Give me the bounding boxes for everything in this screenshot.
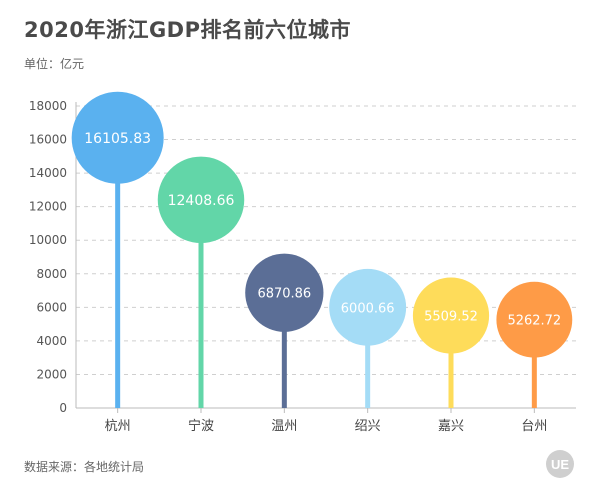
value-label: 6000.66 <box>341 301 395 316</box>
bubble-5 <box>412 277 490 354</box>
y-tick-label: 12000 <box>29 200 67 214</box>
value-label: 5509.52 <box>424 310 478 325</box>
data-source: 数据来源：各地统计局 <box>24 460 145 474</box>
svg-text:UE: UE <box>551 457 569 472</box>
unit-label: 单位：亿元 <box>24 57 85 71</box>
value-label: 6870.86 <box>257 287 311 302</box>
y-tick-label: 18000 <box>29 99 67 113</box>
y-tick-label: 10000 <box>29 233 67 247</box>
data-marks: 16105.83 12408.66 6870.86 6000.66 5509.52 526… <box>71 91 573 408</box>
axes: 0 2000 4000 6000 8000 10000 12000 14000 16000 180… <box>29 99 576 434</box>
bubble-4 <box>329 268 407 346</box>
x-tick-label: 杭州 <box>105 419 131 434</box>
y-tick-label: 14000 <box>29 166 67 180</box>
x-tick-label: 嘉兴 <box>438 419 464 434</box>
stem-6 <box>531 319 537 408</box>
stem-4 <box>365 307 371 408</box>
bubble-2 <box>157 156 245 244</box>
y-tick-label: 0 <box>59 401 67 415</box>
y-tick-label: 4000 <box>36 334 67 348</box>
bubble-6 <box>496 281 573 358</box>
stem-3 <box>281 292 287 408</box>
stem-5 <box>448 315 454 408</box>
bubble-1 <box>71 91 164 184</box>
x-tick-label: 温州 <box>271 419 297 434</box>
value-label: 5262.72 <box>507 314 561 329</box>
stem-1 <box>115 137 121 408</box>
y-tick-label: 2000 <box>36 367 67 381</box>
ue-logo-icon: UE <box>546 450 574 478</box>
bubble-3 <box>245 253 324 332</box>
y-tick-label: 8000 <box>36 267 67 281</box>
chart-title: 2020年浙江GDP排名前六位城市 <box>24 18 352 42</box>
y-tick-label: 6000 <box>36 300 67 314</box>
value-label: 12408.66 <box>168 193 235 209</box>
y-tick-label: 16000 <box>29 133 67 147</box>
stem-2 <box>198 199 204 408</box>
value-label: 16105.83 <box>84 131 151 147</box>
x-tick-label: 台州 <box>521 419 547 434</box>
x-tick-label: 宁波 <box>188 418 214 434</box>
x-tick-label: 绍兴 <box>355 419 381 434</box>
